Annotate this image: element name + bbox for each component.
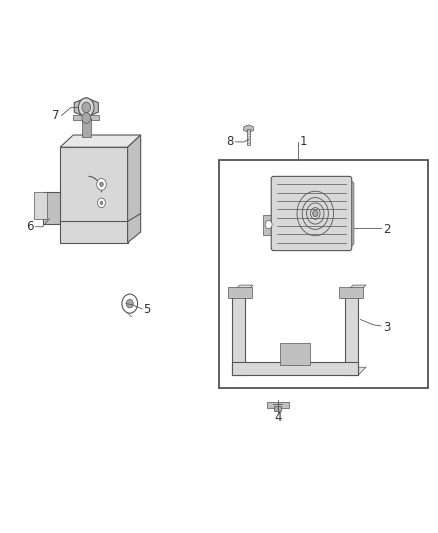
Polygon shape — [244, 125, 254, 132]
Polygon shape — [232, 367, 366, 375]
Text: 3: 3 — [383, 321, 390, 334]
Polygon shape — [232, 362, 358, 375]
Bar — [219, 160, 428, 389]
Polygon shape — [60, 221, 127, 243]
Polygon shape — [60, 147, 127, 224]
Circle shape — [97, 179, 106, 190]
Text: 1: 1 — [300, 135, 307, 148]
Polygon shape — [34, 192, 47, 219]
Polygon shape — [350, 179, 354, 248]
Polygon shape — [232, 285, 253, 293]
Circle shape — [78, 98, 94, 117]
Bar — [247, 128, 251, 144]
FancyBboxPatch shape — [271, 176, 352, 251]
Circle shape — [82, 113, 91, 123]
Circle shape — [122, 294, 138, 313]
Circle shape — [100, 201, 103, 205]
Bar — [267, 402, 289, 408]
Polygon shape — [60, 135, 141, 147]
Text: 5: 5 — [144, 303, 151, 317]
Bar — [82, 118, 91, 136]
Text: 8: 8 — [226, 135, 233, 148]
Circle shape — [98, 198, 106, 208]
Circle shape — [82, 102, 91, 113]
Text: 6: 6 — [26, 220, 33, 233]
Text: 4: 4 — [274, 411, 282, 424]
Polygon shape — [339, 287, 363, 298]
Polygon shape — [127, 135, 141, 224]
Polygon shape — [127, 214, 141, 243]
Polygon shape — [228, 287, 252, 298]
Polygon shape — [345, 293, 358, 375]
Circle shape — [265, 220, 272, 229]
Polygon shape — [43, 192, 88, 224]
Polygon shape — [74, 98, 98, 117]
Polygon shape — [232, 293, 245, 375]
Polygon shape — [280, 343, 311, 365]
Circle shape — [126, 300, 133, 308]
Polygon shape — [345, 285, 366, 293]
Circle shape — [100, 182, 103, 187]
Circle shape — [313, 211, 318, 216]
Bar — [73, 115, 99, 120]
Bar — [274, 407, 281, 411]
Bar — [262, 215, 275, 235]
Text: 7: 7 — [52, 109, 60, 122]
Text: 2: 2 — [383, 223, 390, 236]
